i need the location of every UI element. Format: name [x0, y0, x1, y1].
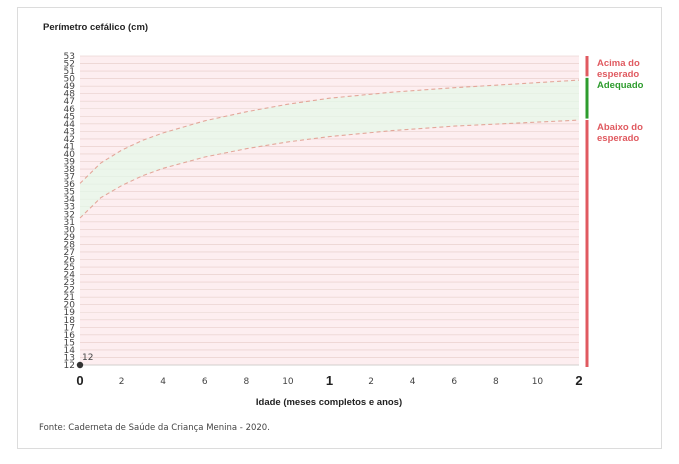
- data-point-label: 12: [82, 353, 93, 363]
- x-tick-label: 2: [119, 377, 125, 387]
- y-tick-label: 29: [64, 233, 76, 243]
- y-tick-label: 22: [64, 286, 75, 296]
- chart-card: Perímetro cefálico (cm) 12 13 14 15 16 17 18 19…: [17, 7, 662, 449]
- y-tick-label: 53: [64, 52, 75, 62]
- y-tick-label: 36: [64, 180, 76, 190]
- y-tick-label: 15: [64, 338, 75, 348]
- y-tick-label: 19: [64, 308, 76, 318]
- data-point: [76, 361, 84, 369]
- chart-title: Perímetro cefálico (cm): [43, 22, 148, 33]
- x-tick-label: 10: [282, 377, 294, 387]
- source-note: Fonte: Caderneta de Saúde da Criança Men…: [39, 423, 270, 433]
- x-tick-label: 6: [202, 377, 208, 387]
- y-tick-label: 35: [64, 188, 75, 198]
- x-tick-label: 6: [451, 377, 457, 387]
- y-tick-label: 40: [64, 150, 76, 160]
- y-tick-label: 42: [64, 135, 75, 145]
- y-tick-label: 18: [64, 316, 76, 326]
- y-tick-label: 49: [64, 82, 76, 92]
- y-tick-label: 38: [64, 165, 76, 175]
- x-tick-label: 2: [368, 377, 374, 387]
- normal-range-band: [80, 80, 579, 218]
- x-tick-label: 0: [76, 373, 83, 388]
- y-tick-label: 44: [64, 120, 76, 130]
- lower-limit-curve: [79, 119, 580, 219]
- y-tick-label: 12: [64, 361, 75, 371]
- y-tick-label: 39: [64, 158, 76, 168]
- plot-area: 1213141516171819202122232425262728293031…: [64, 52, 583, 388]
- y-tick-label: 24: [64, 271, 76, 281]
- x-tick-label: 4: [410, 377, 416, 387]
- x-tick-label: 2: [575, 373, 582, 388]
- y-tick-label: 45: [64, 112, 75, 122]
- y-tick-label: 43: [64, 127, 75, 137]
- y-tick-label: 26: [64, 255, 76, 265]
- x-tick-label: 4: [160, 377, 166, 387]
- legend-label: Abaixo do: [597, 122, 643, 133]
- y-tick-label: 23: [64, 278, 75, 288]
- legend-label: esperado: [597, 69, 639, 80]
- y-tick-label: 21: [64, 293, 75, 303]
- y-tick-label: 48: [64, 90, 76, 100]
- x-axis-label: Idade (meses completos e anos): [256, 397, 402, 408]
- y-tick-label: 50: [64, 75, 76, 85]
- legend-label: Adequado: [597, 80, 644, 91]
- y-tick-label: 51: [64, 67, 75, 77]
- x-tick-label: 1: [326, 373, 333, 388]
- y-tick-label: 46: [64, 105, 76, 115]
- y-tick-label: 28: [64, 240, 76, 250]
- y-tick-label: 33: [64, 203, 75, 213]
- y-tick-label: 13: [64, 353, 75, 363]
- x-tick-label: 8: [493, 377, 499, 387]
- y-tick-label: 37: [64, 173, 75, 183]
- y-tick-label: 41: [64, 142, 75, 152]
- upper-limit-curve: [79, 79, 580, 184]
- y-tick-label: 52: [64, 60, 75, 70]
- y-tick-label: 17: [64, 323, 75, 333]
- y-tick-label: 47: [64, 97, 75, 107]
- legend-label: Acima do: [597, 58, 640, 69]
- y-tick-label: 30: [64, 225, 76, 235]
- y-tick-label: 32: [64, 210, 75, 220]
- y-tick-label: 14: [64, 346, 76, 356]
- y-tick-label: 20: [64, 301, 76, 311]
- y-tick-label: 31: [64, 218, 75, 228]
- y-tick-label: 25: [64, 263, 75, 273]
- x-tick-label: 10: [532, 377, 544, 387]
- y-tick-label: 27: [64, 248, 75, 258]
- x-tick-label: 8: [243, 377, 249, 387]
- legend-label: esperado: [597, 133, 639, 144]
- head-circumference-chart: Perímetro cefálico (cm) 1213141516171819…: [39, 22, 644, 433]
- y-tick-label: 34: [64, 195, 76, 205]
- y-tick-label: 16: [64, 331, 76, 341]
